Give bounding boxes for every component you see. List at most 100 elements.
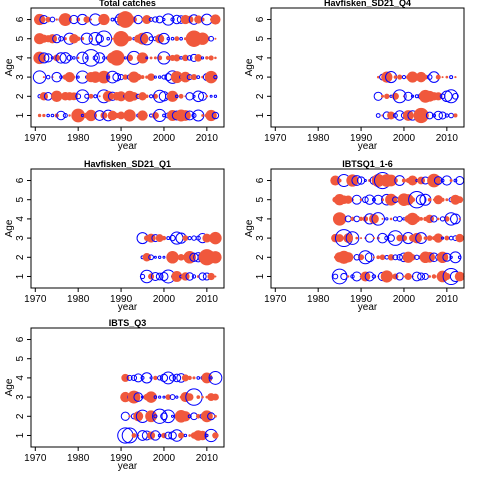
bubble-positive [208, 55, 214, 61]
bubble-negative [166, 37, 170, 41]
bubble-positive [350, 216, 355, 222]
bubble-positive [138, 92, 147, 101]
bubble-positive [205, 56, 209, 60]
bubble-positive [147, 73, 155, 81]
bubble-negative [133, 392, 144, 402]
bubble-negative [375, 113, 381, 118]
bubble-positive [106, 18, 110, 21]
bubble-positive [100, 112, 108, 119]
y-tick-label: 1 [15, 112, 26, 118]
bubble-negative [82, 49, 100, 67]
y-tick-label: 4 [15, 216, 26, 222]
bubble-negative [332, 273, 339, 280]
bubble-negative [408, 190, 426, 209]
bubble-negative [32, 70, 47, 84]
bubble-positive [88, 93, 94, 99]
bubble-positive [380, 94, 385, 98]
bubble-positive [118, 55, 124, 61]
bubble-negative [213, 74, 218, 80]
bubble-negative [38, 52, 50, 64]
bubble-positive [181, 374, 189, 382]
bubble-negative [175, 94, 179, 99]
bubble-positive [397, 74, 403, 80]
bubble-positive [98, 13, 110, 26]
y-tick-label: 1 [15, 432, 26, 438]
bubble-negative [384, 235, 390, 241]
bubble-positive [134, 73, 142, 81]
bubble-positive [376, 255, 381, 260]
bubble-positive [384, 93, 390, 99]
bubble-negative [160, 412, 168, 421]
bubble-negative [153, 75, 157, 79]
bubble-negative [187, 414, 192, 419]
bubble-positive [116, 91, 127, 102]
bubble-positive [445, 198, 449, 202]
bubble-positive [121, 373, 130, 382]
panel-4: IBTSQ1_1-6 1970 1980 1990 2000 2010 1 2 3 4 5 6 year… [244, 159, 465, 313]
bubble-negative [153, 395, 158, 399]
y-tick-label: 5 [15, 355, 26, 361]
bubble-negative [46, 113, 50, 118]
bubble-negative [417, 272, 426, 281]
bubble-negative [186, 55, 193, 61]
y-tick-label: 3 [255, 235, 266, 241]
bubble-positive [72, 75, 76, 79]
bubble-negative [102, 56, 106, 60]
bubble-positive [42, 76, 45, 79]
bubble-negative [45, 74, 51, 80]
bubble-negative [161, 371, 175, 385]
bubble-positive [89, 71, 102, 83]
bubble-negative [444, 89, 459, 104]
y-tick-label: 2 [255, 93, 266, 99]
bubble-negative [392, 89, 407, 104]
bubble-negative [363, 179, 367, 183]
bubble-positive [128, 18, 132, 21]
panel-title: IBTSQ1_1-6 [342, 159, 393, 169]
bubble-positive [411, 232, 423, 244]
bubble-positive [444, 235, 450, 241]
x-tick-label: 1990 [110, 294, 133, 305]
bubble-positive [393, 75, 398, 79]
bubble-positive [109, 50, 125, 66]
x-tick-label: 1970 [24, 294, 47, 305]
bubble-negative [185, 272, 194, 281]
plot-frame [30, 327, 225, 448]
bubble-negative [168, 374, 177, 382]
bubble-positive [51, 90, 63, 102]
bubble-negative [140, 375, 145, 380]
x-tick-label: 2010 [196, 453, 219, 464]
bubble-positive [128, 415, 131, 418]
x-tick-label: 1990 [110, 453, 133, 464]
bubble-negative [155, 272, 164, 281]
bubble-negative [158, 395, 162, 399]
plot-frame [270, 168, 465, 289]
bubble-negative [211, 111, 220, 120]
bubble-positive [435, 74, 441, 80]
bubble-positive [37, 113, 42, 118]
bubble-positive [145, 410, 157, 423]
bubble-positive [433, 233, 443, 243]
bubble-negative [179, 36, 183, 41]
bubble-negative [192, 90, 205, 103]
bubble-negative [56, 110, 66, 121]
bubble-negative [152, 16, 159, 23]
bubble-positive [346, 174, 359, 187]
bubble-positive [182, 54, 189, 62]
bubble-positive [214, 275, 217, 278]
bubble-positive [422, 74, 428, 80]
bubble-negative [153, 414, 158, 419]
bubble-positive [140, 75, 145, 80]
bubble-positive [426, 235, 433, 241]
bubble-positive [83, 16, 91, 23]
bubble-positive [117, 111, 125, 120]
bubble-negative [93, 94, 98, 99]
bubble-negative [449, 75, 454, 80]
y-tick-label: 5 [255, 196, 266, 202]
panel-1: Total catches 1970 1980 1990 2000 2010 1 2 3 4 5 6 y… [4, 0, 225, 152]
bubble-negative [66, 54, 73, 61]
bubble-positive [185, 15, 194, 24]
bubble-negative [345, 231, 360, 245]
bubble-positive [107, 110, 118, 121]
